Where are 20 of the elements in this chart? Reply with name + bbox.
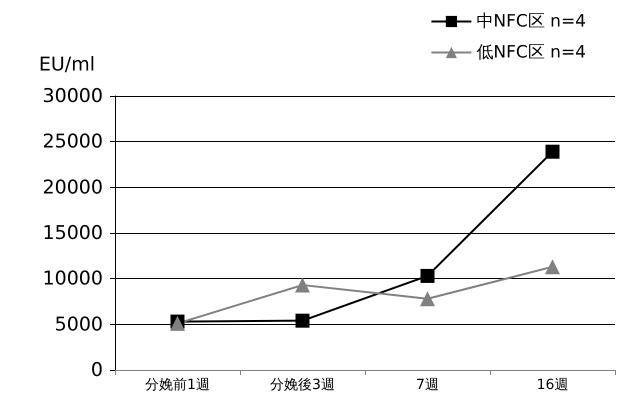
point xyxy=(295,278,310,293)
point xyxy=(296,314,310,328)
y-axis-title: EU/ml xyxy=(38,54,95,76)
x-tick-label: 16週 xyxy=(536,377,568,393)
point xyxy=(545,259,560,274)
x-tick-label: 分娩後3週 xyxy=(270,377,335,393)
y-tick-label: 20000 xyxy=(42,176,103,198)
y-tick-label: 0 xyxy=(90,359,103,381)
legend-label: 中NFC区 n=4 xyxy=(476,12,586,32)
point xyxy=(546,144,560,159)
point xyxy=(420,268,434,283)
y-tick-label: 30000 xyxy=(42,85,103,107)
legend-label: 低NFC区 n=4 xyxy=(476,42,586,62)
point xyxy=(420,291,435,306)
y-tick-label: 5000 xyxy=(54,313,103,336)
y-tick-label: 10000 xyxy=(42,268,103,290)
x-tick-label: 分娩前1週 xyxy=(145,377,210,393)
y-tick-label: 25000 xyxy=(42,130,103,153)
y-tick-label: 15000 xyxy=(42,222,103,244)
x-tick-label: 7週 xyxy=(416,377,439,393)
